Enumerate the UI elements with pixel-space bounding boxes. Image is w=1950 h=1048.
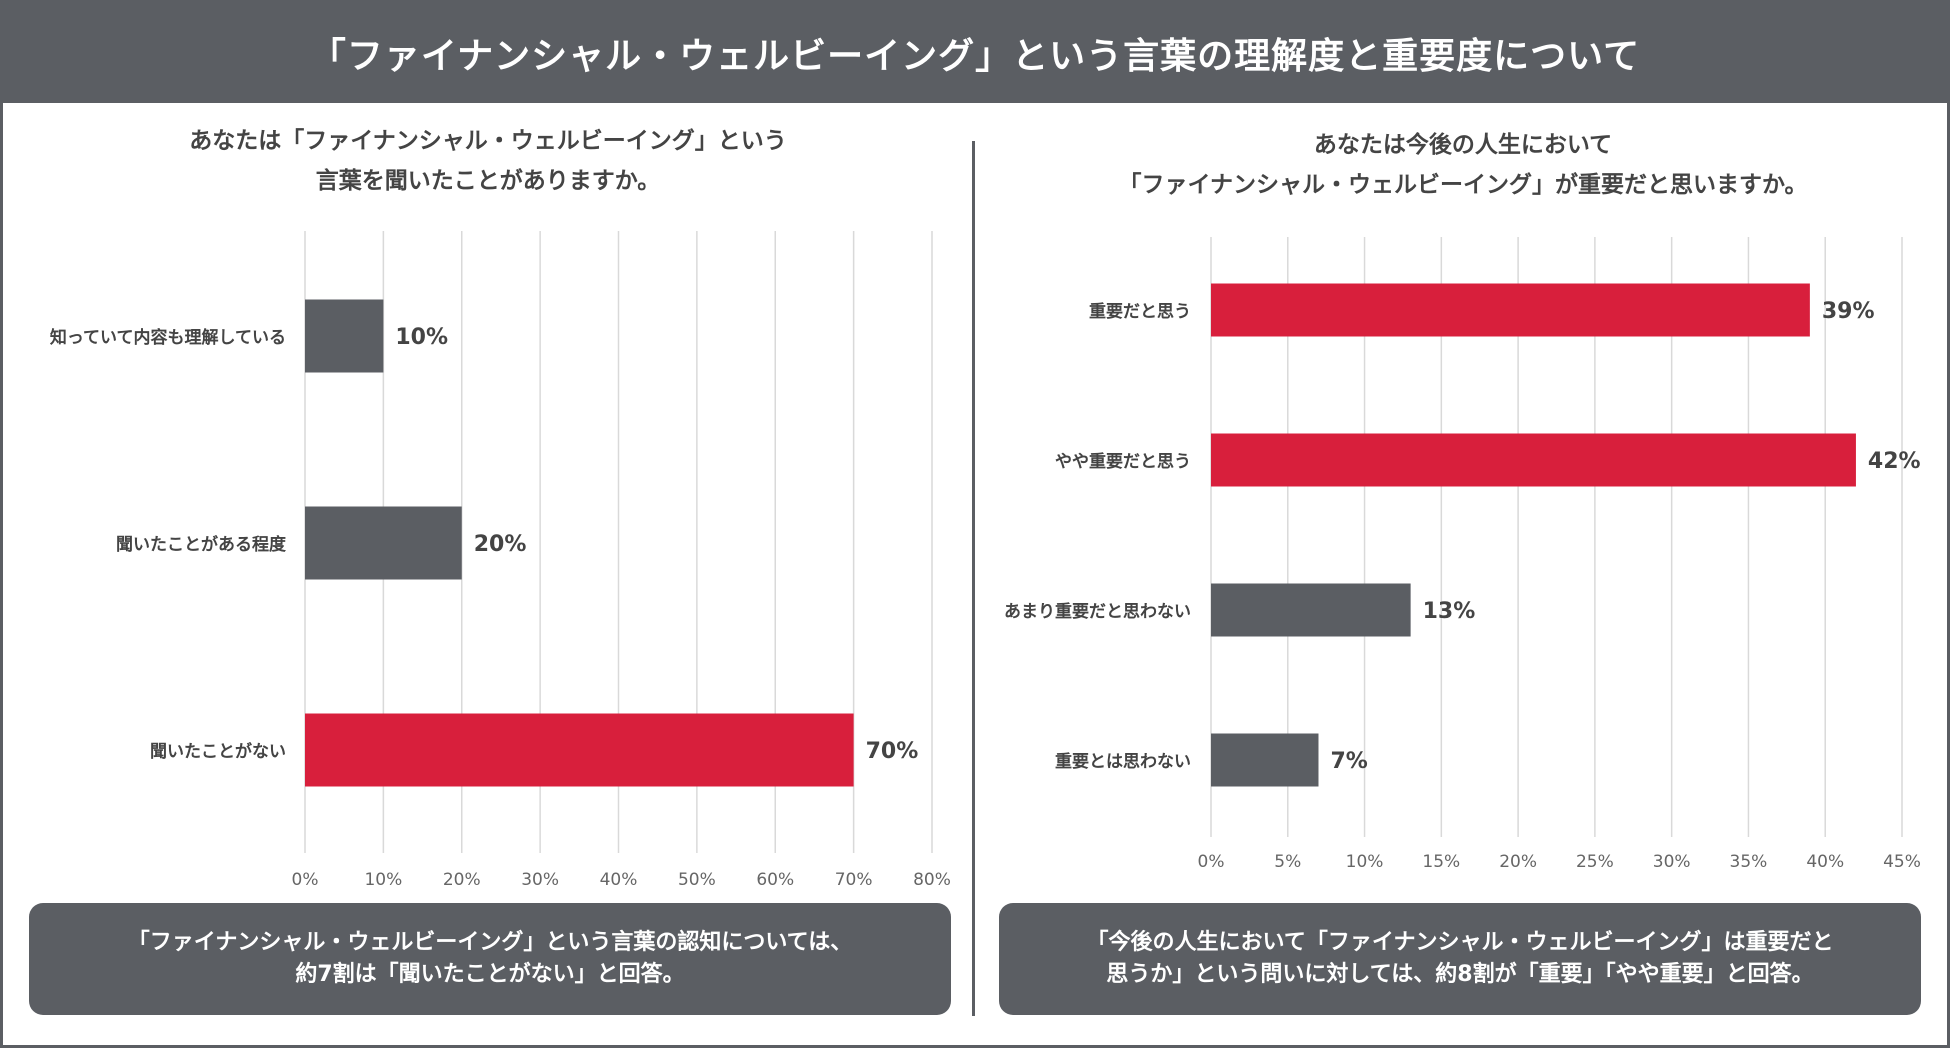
importance-tick-label: 15% xyxy=(1422,852,1460,872)
importance-value-label: 39% xyxy=(1822,299,1875,324)
panel-divider xyxy=(972,141,975,1016)
awareness-tick-label: 0% xyxy=(292,870,319,890)
left-question-line1: あなたは「ファイナンシャル・ウェルビーイング」という xyxy=(189,128,787,154)
importance-tick-label: 35% xyxy=(1730,852,1768,872)
importance-value-label: 42% xyxy=(1868,449,1921,474)
awareness-tick-label: 50% xyxy=(678,870,716,890)
importance-category-label: やや重要だと思う xyxy=(1055,451,1191,472)
awareness-value-label: 10% xyxy=(395,325,448,350)
left-question-line2: 言葉を聞いたことがありますか。 xyxy=(315,168,661,194)
awareness-bar xyxy=(305,713,854,787)
importance-bar xyxy=(1211,733,1319,787)
awareness-category-label: 知っていて内容も理解している xyxy=(49,327,286,348)
importance-tick-label: 25% xyxy=(1576,852,1614,872)
importance-tick-label: 0% xyxy=(1198,852,1225,872)
awareness-tick-label: 40% xyxy=(600,870,638,890)
importance-value-label: 7% xyxy=(1330,749,1367,774)
left-question: あなたは「ファイナンシャル・ウェルビーイング」という 言葉を聞いたことがあります… xyxy=(33,121,943,201)
left-summary-line1: 「ファイナンシャル・ウェルビーイング」という言葉の認知については、 xyxy=(127,930,853,955)
awareness-value-label: 70% xyxy=(866,739,919,764)
right-question-line2: 「ファイナンシャル・ウェルビーイング」が重要だと思いますか。 xyxy=(1118,172,1808,198)
right-question-line1: あなたは今後の人生において xyxy=(1313,132,1613,158)
importance-bar xyxy=(1211,283,1810,337)
right-summary-line1: 「今後の人生において「ファイナンシャル・ウェルビーイング」は重要だと xyxy=(1086,930,1834,955)
importance-tick-label: 30% xyxy=(1653,852,1691,872)
importance-tick-label: 10% xyxy=(1346,852,1384,872)
right-summary-line2: 思うか」という問いに対しては、約8割が「重要」「やや重要」と回答。 xyxy=(1106,962,1814,987)
importance-category-label: 重要とは思わない xyxy=(1055,751,1191,772)
left-summary-line2: 約7割は「聞いたことがない」と回答。 xyxy=(295,962,685,987)
awareness-bar xyxy=(305,506,462,580)
importance-chart: 0% 5% 10% 15% 20% 25% 30% 35% 40% 45% 重要だと思う 39% やや重… xyxy=(1004,237,1921,872)
awareness-tick-label: 60% xyxy=(756,870,794,890)
right-summary-box: 「今後の人生において「ファイナンシャル・ウェルビーイング」は重要だと 思うか」と… xyxy=(999,903,1921,1015)
importance-bar xyxy=(1211,583,1411,637)
importance-bar xyxy=(1211,433,1856,487)
left-summary-box: 「ファイナンシャル・ウェルビーイング」という言葉の認知については、 約7割は「聞… xyxy=(29,903,951,1015)
awareness-value-label: 20% xyxy=(474,532,527,557)
importance-tick-label: 40% xyxy=(1806,852,1844,872)
awareness-category-label: 聞いたことがある程度 xyxy=(116,534,287,555)
awareness-category-label: 聞いたことがない xyxy=(150,741,286,762)
page-title: 「ファイナンシャル・ウェルビーイング」という言葉の理解度と重要度について xyxy=(3,3,1947,103)
awareness-tick-label: 80% xyxy=(913,870,951,890)
awareness-tick-label: 10% xyxy=(364,870,402,890)
importance-tick-label: 5% xyxy=(1274,852,1301,872)
importance-value-label: 13% xyxy=(1423,599,1476,624)
awareness-tick-label: 20% xyxy=(443,870,481,890)
awareness-chart: 0% 10% 20% 30% 40% 50% 60% 70% 80% 知っていて内容も理解している… xyxy=(49,231,951,890)
importance-tick-label: 45% xyxy=(1883,852,1921,872)
importance-category-label: あまり重要だと思わない xyxy=(1004,601,1191,622)
importance-tick-label: 20% xyxy=(1499,852,1537,872)
importance-category-label: 重要だと思う xyxy=(1089,301,1191,322)
awareness-tick-label: 70% xyxy=(835,870,873,890)
awareness-tick-label: 30% xyxy=(521,870,559,890)
right-question: あなたは今後の人生において 「ファイナンシャル・ウェルビーイング」が重要だと思い… xyxy=(1003,125,1923,205)
awareness-bar xyxy=(305,299,384,373)
